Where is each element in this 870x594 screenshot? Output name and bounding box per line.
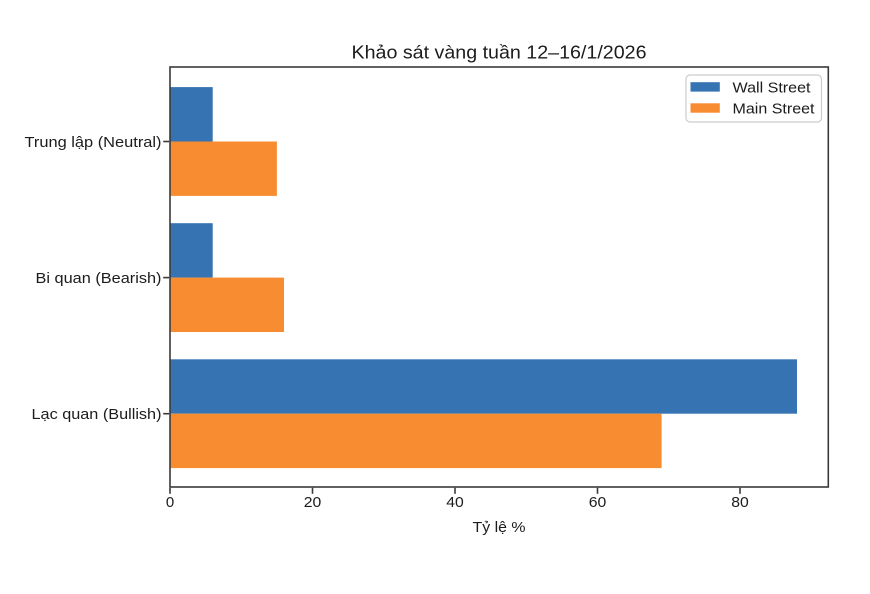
svg-text:Trung lập (Neutral): Trung lập (Neutral) [25, 134, 162, 151]
svg-text:40: 40 [446, 494, 464, 511]
svg-text:Tỷ lệ %: Tỷ lệ % [473, 519, 526, 536]
svg-text:20: 20 [304, 494, 322, 511]
svg-text:Lạc quan (Bullish): Lạc quan (Bullish) [32, 406, 162, 423]
svg-text:0: 0 [166, 494, 174, 511]
svg-text:60: 60 [589, 494, 607, 511]
svg-text:Khảo sát vàng tuần 12–16/1/202: Khảo sát vàng tuần 12–16/1/2026 [352, 43, 647, 63]
svg-text:Main Street: Main Street [733, 101, 816, 118]
svg-text:80: 80 [731, 494, 749, 511]
svg-text:Bi quan (Bearish): Bi quan (Bearish) [36, 270, 162, 287]
svg-text:Wall Street: Wall Street [733, 79, 812, 96]
